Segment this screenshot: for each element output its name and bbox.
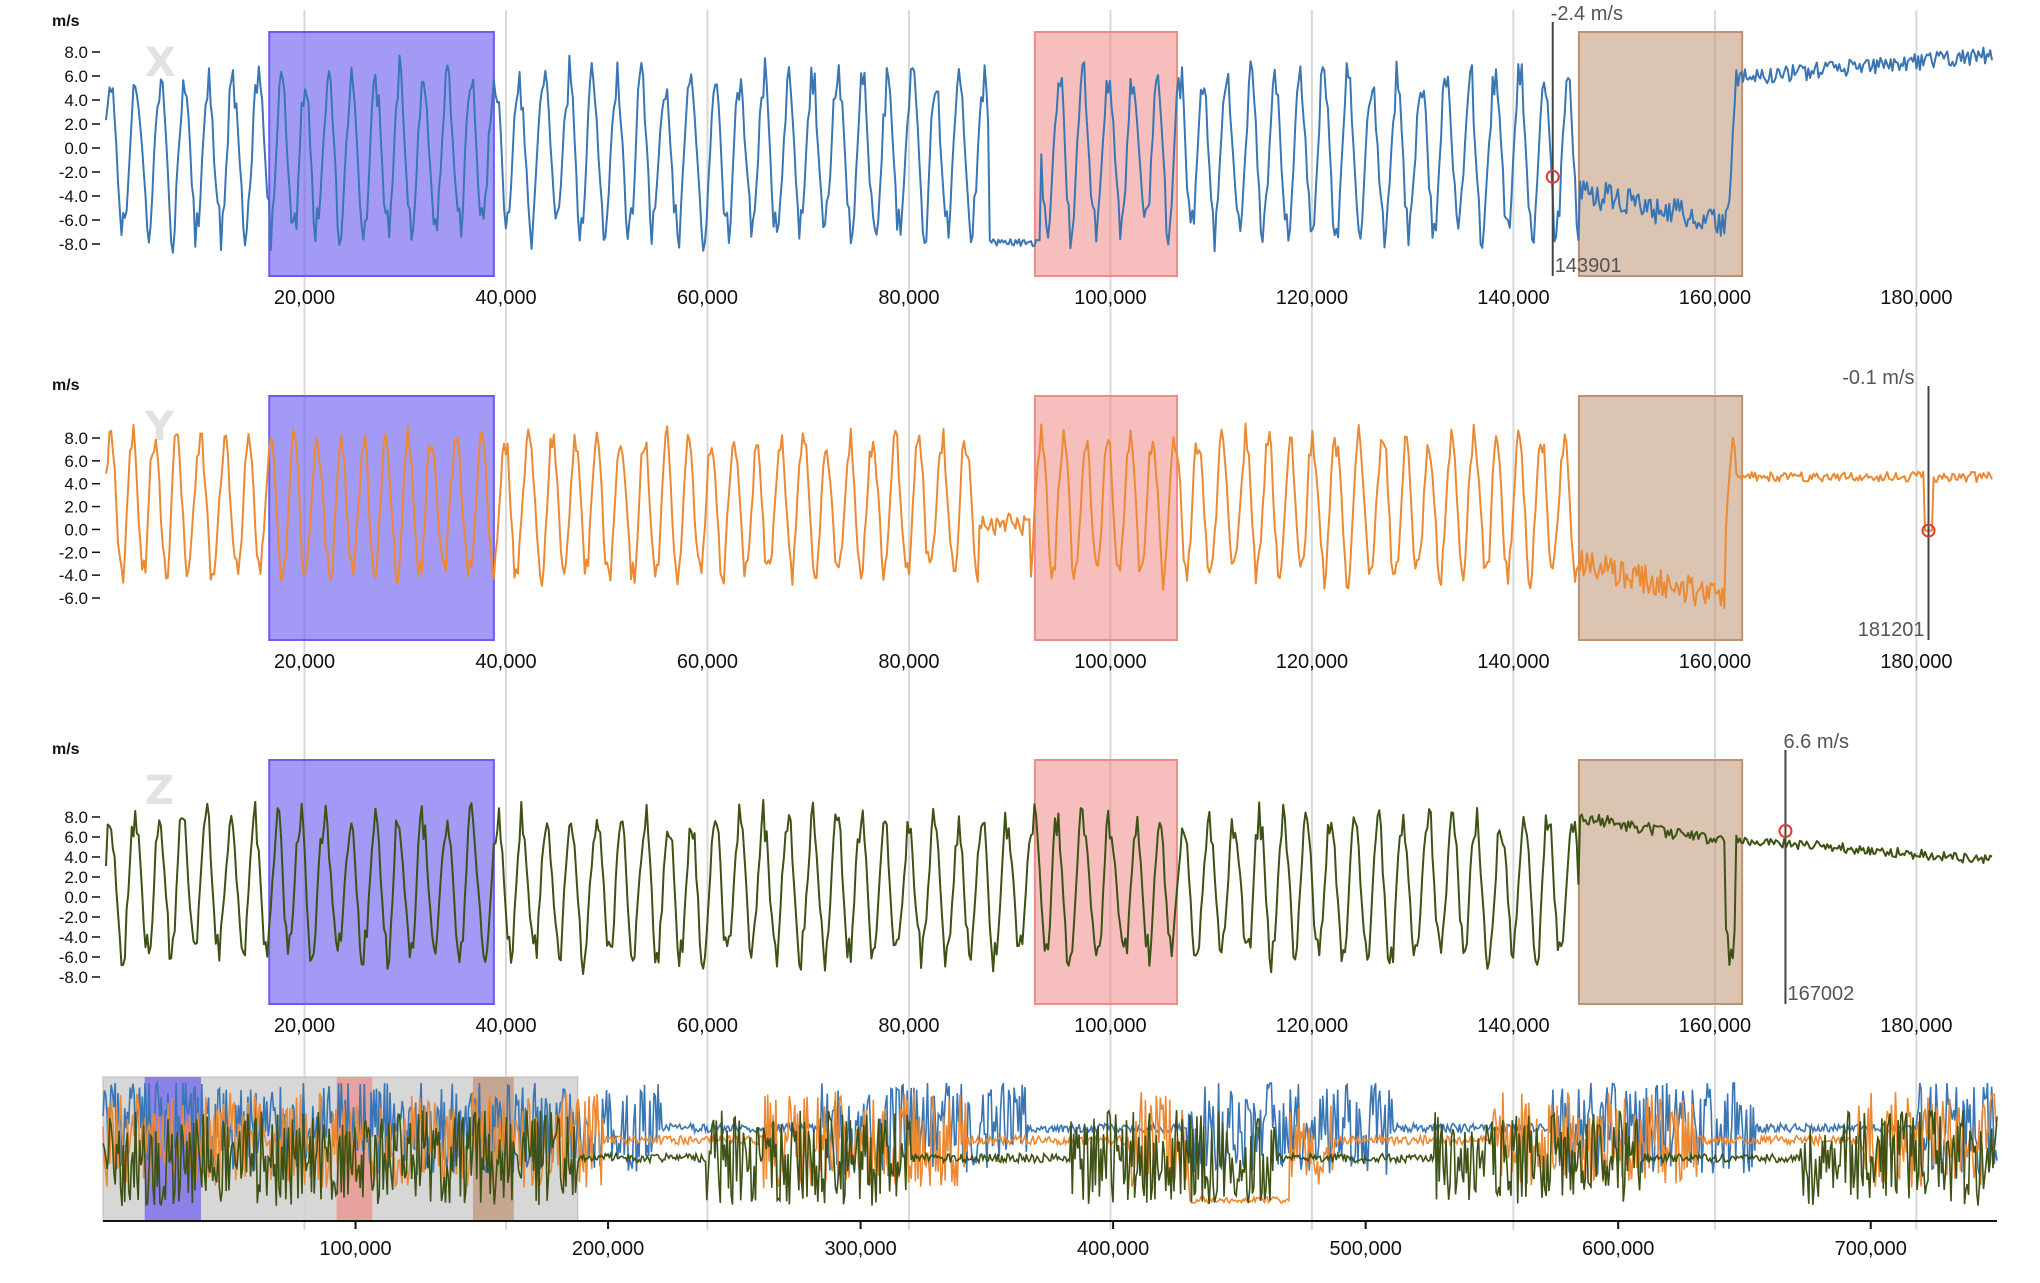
x-tick-label: 40,000 xyxy=(475,651,536,673)
y-tick-label: 8.0 xyxy=(64,808,88,827)
cursor-x-label: 181201 xyxy=(1858,619,1925,641)
x-tick-label: 20,000 xyxy=(274,1015,335,1037)
cursor-marker xyxy=(1921,523,1936,538)
overview-x-tick-label: 300,000 xyxy=(824,1238,896,1260)
y-tick-label: -6.0 xyxy=(59,589,88,608)
axis-ghost-label: Z xyxy=(145,768,174,814)
y-tick-label: 0.0 xyxy=(64,139,88,158)
y-tick-label: 2.0 xyxy=(64,868,88,887)
y-tick-label: 4.0 xyxy=(64,848,88,867)
y-tick-label: 6.0 xyxy=(64,452,88,471)
overview-x-tick-label: 700,000 xyxy=(1835,1238,1907,1260)
x-tick-label: 100,000 xyxy=(1074,287,1146,309)
y-tick-label: 2.0 xyxy=(64,498,88,517)
x-tick-label: 100,000 xyxy=(1074,1015,1146,1037)
series-line-z xyxy=(105,799,1993,975)
y-tick-label: -6.0 xyxy=(59,948,88,967)
y-tick-label: 6.0 xyxy=(64,67,88,86)
cursor-x-label: 143901 xyxy=(1555,255,1622,277)
x-tick-label: 40,000 xyxy=(475,287,536,309)
cursor-value-label: 6.6 m/s xyxy=(1783,731,1849,753)
y-tick-label: -8.0 xyxy=(59,235,88,254)
y-tick-label: -2.0 xyxy=(59,908,88,927)
y-tick-label: -8.0 xyxy=(59,968,88,987)
x-tick-label: 140,000 xyxy=(1477,651,1549,673)
overview-x-tick-label: 200,000 xyxy=(572,1238,644,1260)
x-tick-label: 40,000 xyxy=(475,1015,536,1037)
panel-z[interactable]: m/s Z 8.06.04.02.00.0-2.0-4.0-6.0-8.0 20,00… xyxy=(52,731,1993,1037)
y-tick-label: -2.0 xyxy=(59,543,88,562)
x-tick-label: 60,000 xyxy=(677,1015,738,1037)
cursor-x-label: 167002 xyxy=(1787,983,1854,1005)
x-tick-label: 60,000 xyxy=(677,287,738,309)
x-tick-label: 160,000 xyxy=(1679,287,1751,309)
x-tick-label: 120,000 xyxy=(1276,287,1348,309)
y-tick-label: 8.0 xyxy=(64,429,88,448)
y-tick-label: -4.0 xyxy=(59,928,88,947)
x-tick-label: 80,000 xyxy=(878,651,939,673)
x-tick-label: 160,000 xyxy=(1679,651,1751,673)
overview-x-tick-label: 400,000 xyxy=(1077,1238,1149,1260)
overview-x-tick-label: 500,000 xyxy=(1330,1238,1402,1260)
x-tick-label: 120,000 xyxy=(1276,651,1348,673)
axis-ghost-label: Y xyxy=(144,404,175,450)
region-tan[interactable] xyxy=(1577,759,1744,1005)
cursor-marker xyxy=(1545,169,1560,184)
region-blue[interactable] xyxy=(268,395,495,641)
y-tick-label: -6.0 xyxy=(59,211,88,230)
y-tick-label: 8.0 xyxy=(64,43,88,62)
cursor-value-label: -2.4 m/s xyxy=(1551,3,1623,25)
series-line-y xyxy=(105,422,1993,610)
overview-series-z xyxy=(102,1109,1998,1207)
overview-x-tick-label: 100,000 xyxy=(319,1238,391,1260)
y-tick-label: -4.0 xyxy=(59,187,88,206)
x-tick-label: 80,000 xyxy=(878,287,939,309)
y-tick-label: 4.0 xyxy=(64,475,88,494)
y-tick-label: 4.0 xyxy=(64,91,88,110)
region-red[interactable] xyxy=(1033,759,1178,1005)
axis-ghost-label: X xyxy=(145,40,176,86)
overview-x-tick-label: 600,000 xyxy=(1582,1238,1654,1260)
x-tick-label: 60,000 xyxy=(677,651,738,673)
x-tick-label: 140,000 xyxy=(1477,287,1549,309)
y-tick-label: 6.0 xyxy=(64,828,88,847)
y-tick-label: 2.0 xyxy=(64,115,88,134)
panel-x[interactable]: m/s X 8.0 6.0 4.0 2.0 0.0 -2.0 -4.0 -6.0 -8.0 20,00… xyxy=(52,3,1993,309)
x-tick-label: 180,000 xyxy=(1880,1015,1952,1037)
x-tick-label: 100,000 xyxy=(1074,651,1146,673)
panels: m/sX8.06.04.02.00.0-2.0-4.0-6.0-8.020,00… xyxy=(52,3,1993,1037)
y-unit-label: m/s xyxy=(52,13,80,30)
region-red[interactable] xyxy=(1033,395,1178,641)
x-tick-label: 180,000 xyxy=(1880,651,1952,673)
y-tick-label: 0.0 xyxy=(64,888,88,907)
series-line-x xyxy=(105,46,1993,254)
y-unit-label: m/s xyxy=(52,377,80,394)
panel-y[interactable]: m/s Y 8.0 6.0 4.0 2.0 0.0 -2.0 -4.0 -6.0 20,000 40,… xyxy=(52,367,1993,673)
overview-panel[interactable]: 100,000 200,000 300,000 400,000 500,000 600,0… xyxy=(102,1076,1998,1260)
x-tick-label: 20,000 xyxy=(274,287,335,309)
x-tick-label: 80,000 xyxy=(878,1015,939,1037)
cursor-marker xyxy=(1778,824,1793,838)
y-tick-label: -4.0 xyxy=(59,566,88,585)
x-tick-label: 180,000 xyxy=(1880,287,1952,309)
x-tick-label: 160,000 xyxy=(1679,1015,1751,1037)
x-tick-label: 120,000 xyxy=(1276,1015,1348,1037)
y-tick-label: -2.0 xyxy=(59,163,88,182)
region-tan[interactable] xyxy=(1577,395,1744,641)
cursor-value-label: -0.1 m/s xyxy=(1842,367,1914,389)
y-tick-label: 0.0 xyxy=(64,520,88,539)
region-red[interactable] xyxy=(1033,31,1178,277)
x-tick-label: 20,000 xyxy=(274,651,335,673)
y-unit-label: m/s xyxy=(52,741,80,758)
region-tan[interactable] xyxy=(1577,31,1744,277)
x-tick-label: 140,000 xyxy=(1477,1015,1549,1037)
